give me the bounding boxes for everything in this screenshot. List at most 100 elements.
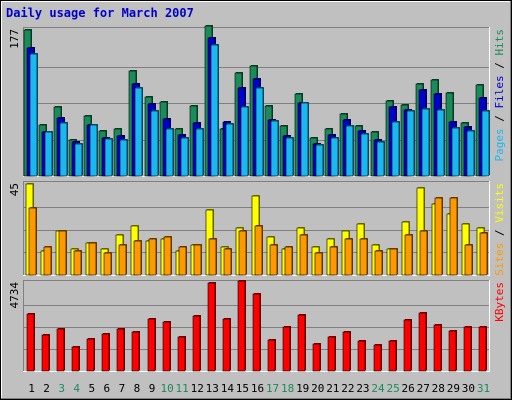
bar-face	[210, 44, 219, 177]
x-tick-label-day-1: 1	[28, 382, 35, 395]
bar-pages-day-20	[315, 144, 324, 177]
bar-pages-day-30	[466, 130, 475, 177]
bar-face	[116, 328, 125, 372]
bar-face	[327, 336, 336, 372]
bar-kbytes-day-14	[222, 318, 231, 372]
bar-face	[434, 197, 443, 276]
bar-pages-day-29	[451, 127, 460, 177]
bar-face	[406, 110, 415, 177]
bar-face	[165, 128, 174, 177]
bar-face	[314, 252, 323, 276]
bar-face	[282, 326, 291, 372]
x-tick-label-day-11: 11	[176, 382, 189, 395]
bar-face	[285, 137, 294, 177]
bar-sites-day-8	[133, 240, 142, 276]
bar-face	[134, 87, 143, 177]
bar-pages-day-11	[180, 137, 189, 177]
bar-face	[344, 238, 353, 276]
x-tick-label-day-22: 22	[341, 382, 354, 395]
bar-kbytes-day-24	[373, 344, 382, 372]
bar-face	[43, 246, 52, 276]
bar-face	[270, 120, 279, 177]
bar-pages-day-14	[225, 123, 234, 177]
bar-face	[463, 326, 472, 372]
legend-label-visits: Visits	[493, 183, 506, 223]
bar-sites-day-30	[464, 244, 473, 276]
bar-face	[464, 244, 473, 276]
bar-pages-day-21	[330, 137, 339, 177]
bar-pages-day-27	[421, 108, 430, 177]
bar-pages-day-9	[150, 110, 159, 177]
bar-face	[88, 242, 97, 276]
bar-kbytes-day-7	[116, 328, 125, 372]
bar-face	[208, 238, 217, 276]
bar-face	[419, 230, 428, 276]
bar-face	[359, 238, 368, 276]
bar-face	[26, 313, 35, 372]
bar-face	[103, 252, 112, 276]
bar-kbytes-day-29	[448, 330, 457, 372]
bar-sites-day-17	[269, 244, 278, 276]
panel-middle: 45 Sites / Visits	[8, 181, 506, 276]
bar-sites-day-1	[28, 207, 37, 276]
legend-label-kbytes: KBytes	[493, 282, 506, 322]
x-tick-label-day-9: 9	[149, 382, 156, 395]
bar-pages-day-19	[300, 102, 309, 177]
bar-kbytes-day-5	[86, 338, 95, 372]
y-axis-max-label: 4734	[8, 282, 21, 309]
x-tick-label-day-5: 5	[88, 382, 95, 395]
x-tick-label-day-13: 13	[206, 382, 219, 395]
bar-face	[89, 124, 98, 177]
bar-kbytes-day-16	[252, 293, 261, 372]
bar-pages-day-24	[376, 141, 385, 177]
y-axis-max-label: 45	[8, 183, 21, 196]
x-tick-label-day-30: 30	[462, 382, 475, 395]
bar-face	[177, 336, 186, 372]
bar-face	[237, 280, 246, 372]
panel-bottom: 4734 KBytes	[8, 280, 506, 372]
bar-pages-day-18	[285, 137, 294, 177]
bar-kbytes-day-27	[418, 312, 427, 372]
bar-pages-day-1	[29, 53, 38, 177]
bar-kbytes-day-8	[131, 331, 140, 372]
bar-sites-day-25	[389, 248, 398, 276]
bar-face	[86, 338, 95, 372]
bar-face	[479, 232, 488, 276]
bar-face	[389, 248, 398, 276]
bar-face	[162, 321, 171, 372]
bar-pages-day-5	[89, 124, 98, 177]
bar-face	[56, 328, 65, 372]
bar-face	[404, 234, 413, 276]
bar-face	[374, 250, 383, 276]
bar-face	[225, 123, 234, 177]
bar-sites-day-20	[314, 252, 323, 276]
bar-kbytes-day-25	[388, 340, 397, 372]
bar-sites-day-22	[344, 238, 353, 276]
bar-kbytes-day-2	[41, 334, 50, 372]
bar-face	[300, 102, 309, 177]
bar-face	[131, 331, 140, 372]
bar-face	[73, 250, 82, 276]
side-legend: Sites / Visits	[493, 183, 506, 276]
bar-face	[163, 236, 172, 276]
x-tick-label-day-26: 26	[402, 382, 415, 395]
x-tick-label-day-7: 7	[119, 382, 126, 395]
bar-kbytes-day-28	[433, 324, 442, 372]
bar-face	[59, 122, 68, 177]
bar-pages-day-31	[481, 110, 490, 177]
bar-sites-day-11	[178, 246, 187, 276]
bar-pages-day-25	[391, 121, 400, 177]
bar-pages-day-12	[195, 128, 204, 177]
bar-face	[373, 344, 382, 372]
bar-sites-day-5	[88, 242, 97, 276]
x-tick-label-day-28: 28	[432, 382, 445, 395]
bar-pages-day-16	[255, 87, 264, 177]
bar-kbytes-day-10	[162, 321, 171, 372]
bar-sites-day-24	[374, 250, 383, 276]
bar-kbytes-day-17	[267, 339, 276, 372]
bar-pages-day-26	[406, 110, 415, 177]
bar-face	[71, 346, 80, 372]
legend-label-hits: Hits	[493, 29, 506, 56]
